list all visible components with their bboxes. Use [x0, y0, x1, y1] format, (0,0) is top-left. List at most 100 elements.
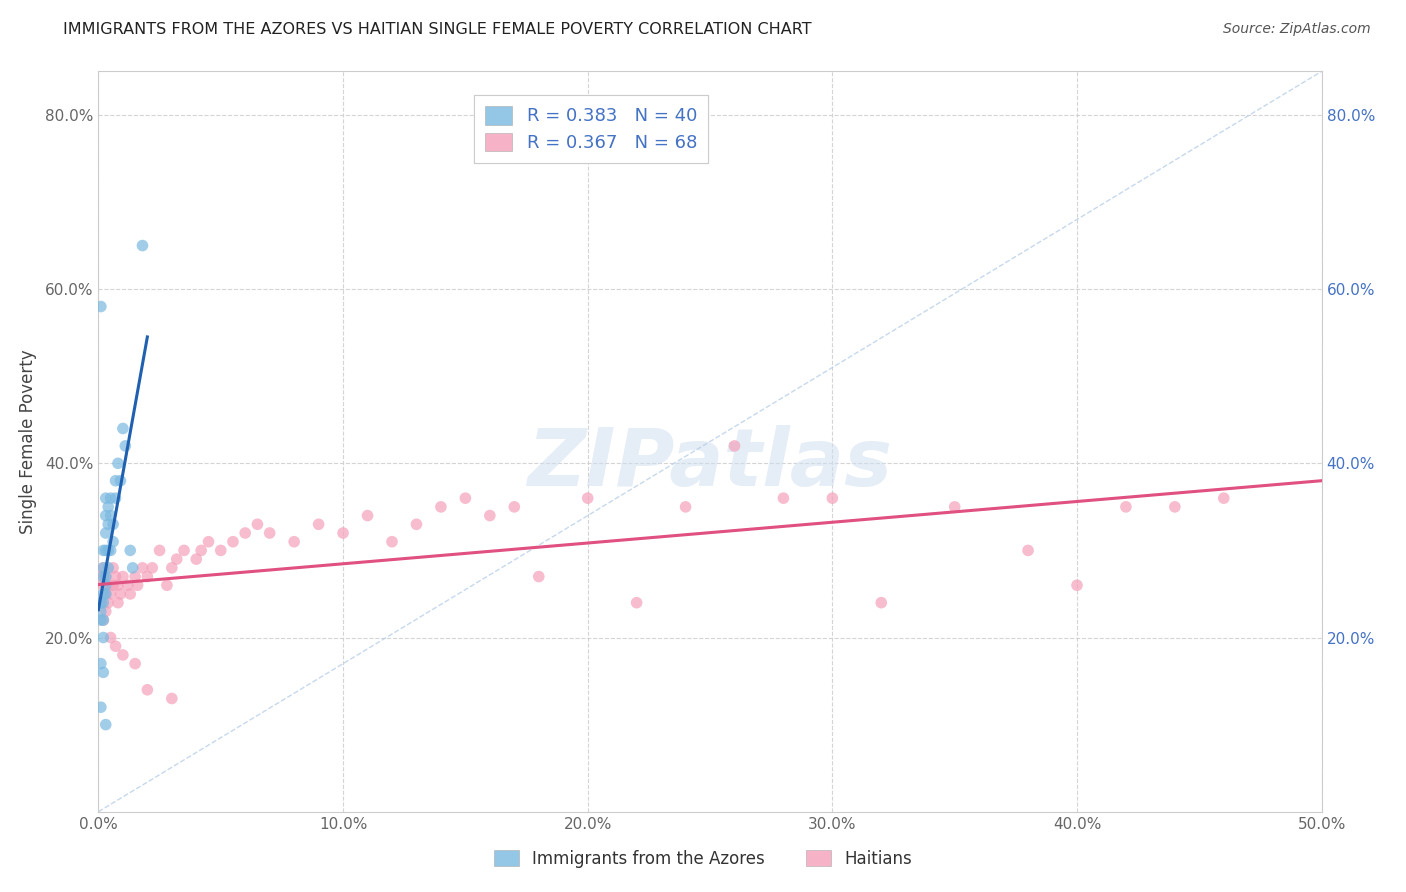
Point: [91, 596, 114, 610]
Point: [97, 561, 120, 575]
Point: [121, 561, 143, 575]
Point: [114, 439, 136, 453]
Point: [91, 587, 114, 601]
Point: [222, 534, 245, 549]
Point: [1115, 500, 1137, 514]
Text: IMMIGRANTS FROM THE AZORES VS HAITIAN SINGLE FEMALE POVERTY CORRELATION CHART: IMMIGRANTS FROM THE AZORES VS HAITIAN SI…: [63, 22, 811, 37]
Point: [454, 491, 477, 505]
Point: [1017, 543, 1039, 558]
Point: [104, 569, 127, 583]
Point: [111, 421, 134, 435]
Point: [870, 596, 893, 610]
Point: [94, 604, 117, 618]
Point: [101, 517, 124, 532]
Point: [156, 578, 179, 592]
Point: [91, 578, 114, 592]
Point: [131, 238, 153, 252]
Point: [127, 578, 149, 592]
Point: [107, 456, 129, 470]
Point: [503, 500, 526, 514]
Point: [91, 665, 114, 680]
Point: [124, 657, 146, 671]
Legend: R = 0.383   N = 40, R = 0.367   N = 68: R = 0.383 N = 40, R = 0.367 N = 68: [474, 95, 709, 162]
Point: [124, 569, 146, 583]
Point: [332, 526, 354, 541]
Point: [100, 587, 122, 601]
Point: [97, 578, 120, 592]
Point: [160, 691, 183, 706]
Point: [94, 717, 117, 731]
Point: [101, 534, 124, 549]
Point: [723, 439, 745, 453]
Point: [90, 300, 112, 314]
Point: [356, 508, 378, 523]
Point: [943, 500, 966, 514]
Point: [1164, 500, 1187, 514]
Point: [120, 587, 142, 601]
Point: [166, 552, 188, 566]
Point: [97, 517, 120, 532]
Point: [233, 526, 256, 541]
Point: [110, 474, 132, 488]
Point: [111, 648, 134, 662]
Point: [186, 552, 208, 566]
Text: ZIPatlas: ZIPatlas: [527, 425, 893, 503]
Point: [104, 639, 127, 653]
Point: [209, 543, 232, 558]
Point: [107, 596, 129, 610]
Point: [136, 569, 159, 583]
Point: [94, 543, 117, 558]
Point: [405, 517, 427, 532]
Point: [259, 526, 281, 541]
Point: [190, 543, 212, 558]
Point: [149, 543, 172, 558]
Legend: Immigrants from the Azores, Haitians: Immigrants from the Azores, Haitians: [486, 844, 920, 875]
Point: [821, 491, 844, 505]
Point: [91, 569, 114, 583]
Point: [94, 508, 117, 523]
Point: [308, 517, 330, 532]
Point: [527, 569, 550, 583]
Point: [120, 543, 142, 558]
Point: [173, 543, 195, 558]
Point: [94, 569, 117, 583]
Point: [117, 578, 139, 592]
Point: [110, 587, 132, 601]
Point: [91, 561, 114, 575]
Point: [100, 491, 122, 505]
Point: [94, 587, 117, 601]
Point: [91, 561, 114, 575]
Point: [90, 596, 112, 610]
Point: [91, 613, 114, 627]
Point: [94, 526, 117, 541]
Point: [131, 561, 153, 575]
Point: [90, 596, 112, 610]
Point: [772, 491, 794, 505]
Point: [101, 561, 124, 575]
Point: [104, 491, 127, 505]
Point: [94, 587, 117, 601]
Point: [90, 700, 112, 714]
Point: [100, 508, 122, 523]
Point: [1212, 491, 1234, 505]
Point: [111, 569, 134, 583]
Point: [91, 613, 114, 627]
Point: [90, 613, 112, 627]
Point: [94, 578, 117, 592]
Text: Source: ZipAtlas.com: Source: ZipAtlas.com: [1223, 22, 1371, 37]
Point: [197, 534, 219, 549]
Point: [478, 508, 501, 523]
Point: [104, 474, 127, 488]
Point: [90, 569, 112, 583]
Point: [160, 561, 183, 575]
Point: [97, 596, 120, 610]
Point: [100, 631, 122, 645]
Point: [430, 500, 453, 514]
Point: [90, 604, 112, 618]
Point: [94, 569, 117, 583]
Point: [381, 534, 404, 549]
Point: [675, 500, 697, 514]
Point: [97, 500, 120, 514]
Point: [91, 543, 114, 558]
Point: [626, 596, 648, 610]
